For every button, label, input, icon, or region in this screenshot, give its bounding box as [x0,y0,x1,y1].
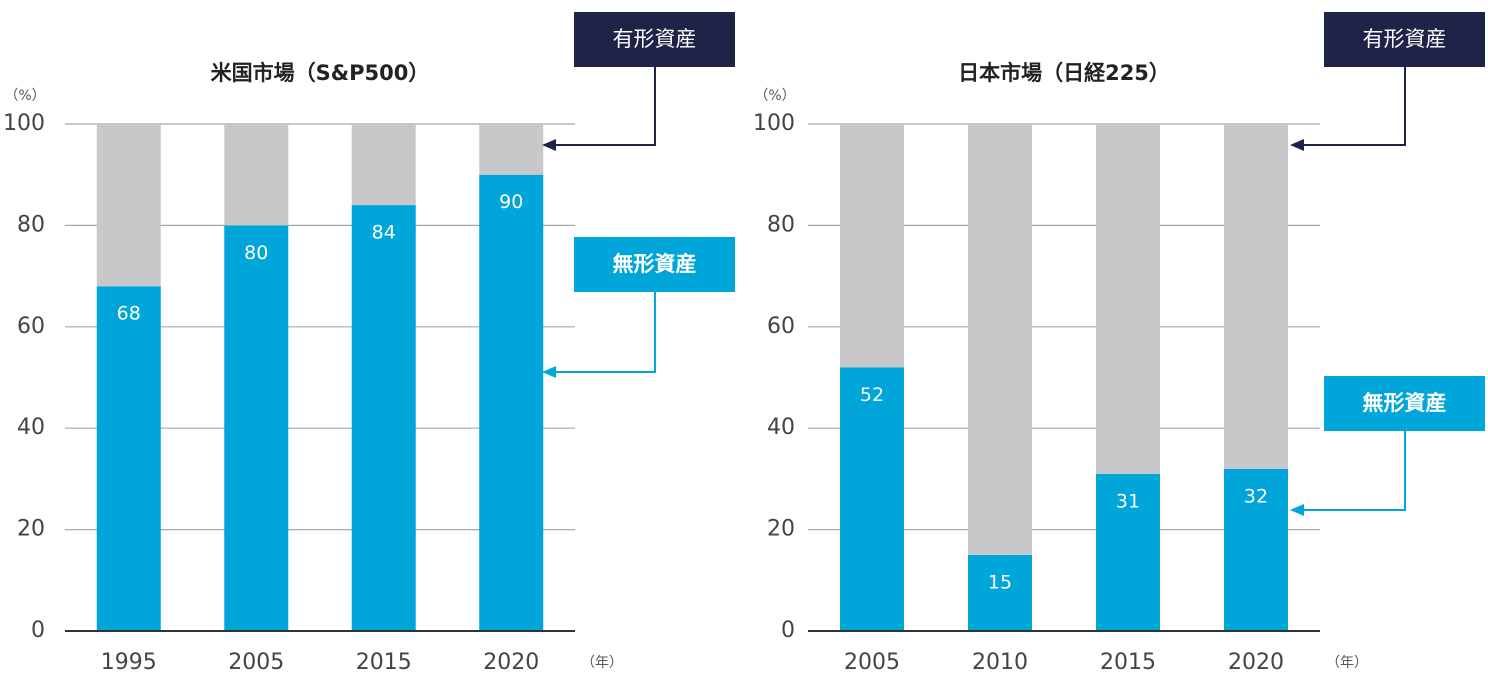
callout-line [1300,67,1406,146]
data-label: 80 [244,242,268,264]
x-axis-label: （年） [1326,655,1368,671]
y-tick-label: 80 [17,212,45,237]
data-label: 84 [372,222,396,244]
legend-box [574,12,735,67]
bar-segment [224,124,289,226]
x-tick-label: 2005 [228,650,284,675]
y-tick-label: 0 [31,618,45,643]
legend-box [1324,12,1485,67]
y-tick-label: 0 [781,618,795,643]
legend-box [574,237,735,292]
bar-segment [351,124,416,206]
y-tick-label: 60 [17,314,45,339]
data-label: 90 [499,191,523,213]
bar-segment [479,124,544,175]
x-tick-label: 1995 [101,650,157,675]
y-tick-label: 40 [767,415,795,440]
x-axis-label: （年） [581,655,623,671]
legend-label: 無形資産 [613,252,697,276]
callout-arrow [1290,504,1304,516]
bar-segment [968,554,1032,631]
legend-label: 有形資産 [1363,27,1447,51]
x-tick-label: 2020 [1228,650,1284,675]
y-tick-label: 20 [17,517,45,542]
y-tick-label: 100 [753,111,795,136]
chart-title: 日本市場（日経225） [958,61,1170,85]
x-tick-label: 2005 [844,650,900,675]
callout-arrow [542,366,556,378]
callout-arrow [542,139,556,151]
bar-segment [1224,468,1288,631]
callout-line [1300,431,1406,511]
legend-label: 有形資産 [613,27,697,51]
y-tick-label: 20 [767,517,795,542]
y-tick-label: 80 [767,212,795,237]
bar-segment [96,124,161,287]
legend-label: 無形資産 [1363,391,1447,415]
data-label: 32 [1244,485,1268,507]
y-axis-label: （%） [754,88,795,104]
bar-segment [1096,473,1160,631]
bar-segment [224,225,289,631]
y-axis-label: （%） [4,88,45,104]
bar-segment [968,124,1032,555]
bar-segment [351,205,416,631]
bar-segment [840,367,904,631]
x-tick-label: 2010 [972,650,1028,675]
x-tick-label: 2015 [356,650,412,675]
chart-title: 米国市場（S&P500） [211,61,430,85]
callout-arrow [1290,139,1304,151]
bar-segment [840,124,904,368]
data-label: 15 [988,571,1012,593]
data-label: 68 [117,303,141,325]
x-tick-label: 2020 [483,650,539,675]
callout-line [552,67,656,146]
y-tick-label: 100 [3,111,45,136]
legend-box [1324,376,1485,431]
data-label: 52 [860,384,884,406]
bar-segment [1096,124,1160,474]
y-tick-label: 60 [767,314,795,339]
bar-segment [479,174,544,631]
bar-segment [96,286,161,631]
y-tick-label: 40 [17,415,45,440]
callout-line [552,292,656,373]
bar-segment [1224,124,1288,469]
x-tick-label: 2015 [1100,650,1156,675]
data-label: 31 [1116,490,1140,512]
